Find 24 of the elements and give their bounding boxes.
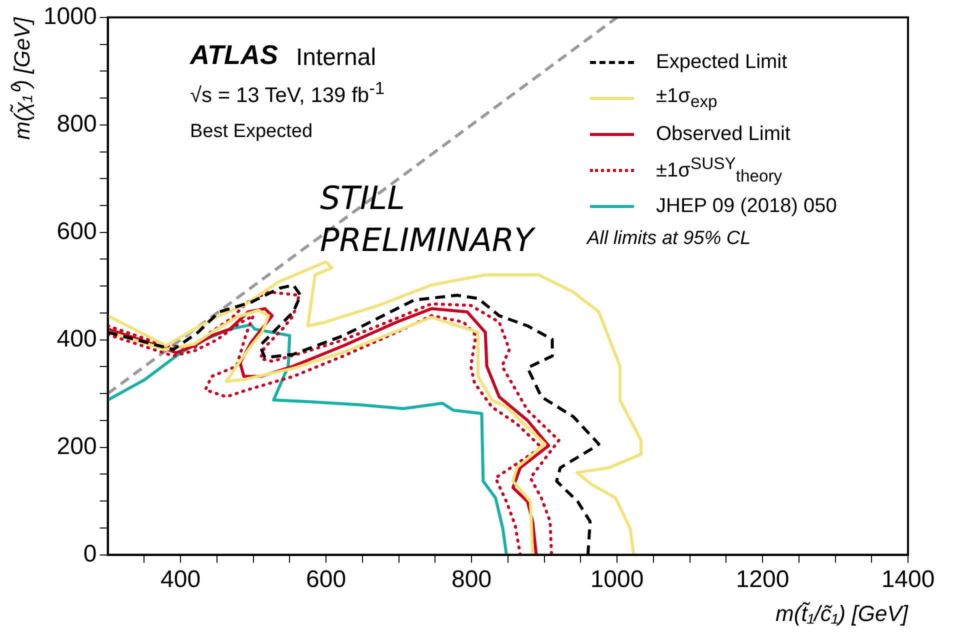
y-tick-label: 0: [83, 540, 97, 568]
y-tick-label: 1000: [43, 3, 97, 30]
legend-label: Observed Limit: [656, 122, 790, 146]
x-tick-label: 1000: [590, 566, 644, 593]
annotation: Internal: [296, 44, 376, 72]
x-tick-label: 800: [452, 566, 492, 593]
annotation: STILL PRELIMINARY: [320, 179, 534, 259]
y-tick-label: 800: [56, 110, 97, 138]
annotation: Best Expected: [190, 121, 313, 143]
x-axis-title: m(t̃₁/c̃₁) [GeV]: [776, 600, 909, 626]
y-tick-label: 200: [56, 432, 97, 460]
legend-label: Expected Limit: [656, 50, 788, 74]
y-axis-title: m(χ̃₁⁰) [GeV]: [9, 16, 34, 140]
annotation: ATLAS: [190, 40, 278, 71]
x-tick-label: 1200: [736, 566, 790, 593]
annotation: All limits at 95% CL: [587, 228, 751, 250]
x-tick-label: 400: [160, 566, 201, 593]
legend-label: ±1σ$_{exp}$: [656, 84, 718, 112]
y-tick-label: 400: [56, 325, 97, 352]
annotation: √s = 13 TeV, 139 fb$^{-1}$: [190, 78, 385, 108]
legend-label: JHEP 09 (2018) 050: [656, 194, 837, 218]
x-tick-label: 600: [306, 566, 346, 593]
x-tick-label: 1400: [881, 566, 935, 593]
y-tick-label: 600: [56, 218, 97, 245]
